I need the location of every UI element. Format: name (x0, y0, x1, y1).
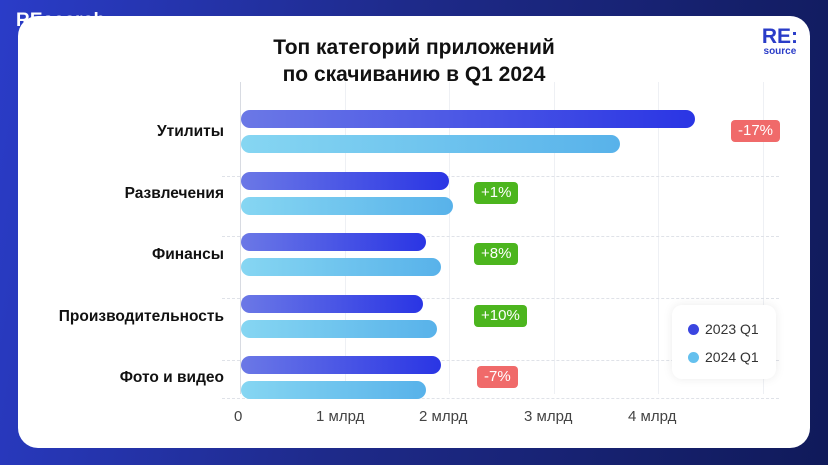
grid-line (762, 82, 764, 394)
legend-label-2023: 2023 Q1 (705, 321, 759, 337)
grid-line-dashed (222, 236, 779, 237)
change-badge: -7% (477, 366, 518, 388)
legend-item-2024: 2024 Q1 (688, 349, 759, 365)
legend-label-2024: 2024 Q1 (705, 349, 759, 365)
chart-title-line1: Топ категорий приложений (273, 36, 555, 59)
bar-2023 (241, 356, 441, 374)
grid-line-dashed (222, 398, 779, 399)
change-badge: +8% (474, 243, 519, 265)
category-label: Развлечения (124, 184, 224, 202)
logo-main: RE: (761, 25, 798, 48)
plot-area (222, 82, 779, 399)
bar-2023 (241, 110, 695, 128)
grid-line (553, 82, 555, 394)
bar-2023 (241, 171, 449, 190)
y-axis-line (240, 82, 241, 394)
legend-dot-2023-icon (688, 323, 699, 335)
change-badge: +10% (474, 304, 527, 327)
bar-2024 (241, 319, 438, 338)
resource-logo: RE: source (762, 26, 798, 57)
logo-sub: source (763, 46, 797, 57)
grid-line-dashed (222, 360, 779, 361)
chart-title-line2: по скачиванию в Q1 2024 (282, 63, 546, 86)
bar-2023 (241, 233, 426, 251)
category-label: Финансы (152, 246, 224, 263)
x-tick-label: 2 млрд (419, 408, 468, 425)
category-label: Фото и видео (119, 369, 224, 386)
category-label: Производительность (58, 307, 224, 325)
x-tick-label: 0 (234, 408, 243, 425)
bar-2024 (241, 258, 441, 276)
grid-line (658, 82, 659, 394)
x-tick-label: 1 млрд (316, 408, 365, 425)
legend: 2023 Q1 2024 Q1 (672, 305, 776, 379)
category-label: Утилиты (157, 123, 224, 140)
x-tick-label: 4 млрд (628, 408, 677, 425)
change-badge: -17% (731, 120, 781, 142)
change-badge: +1% (474, 181, 519, 204)
chart-title: Топ категорий приложений по скачиванию в… (18, 34, 810, 88)
bar-2024 (241, 381, 426, 399)
x-tick-label: 3 млрд (524, 408, 573, 425)
bar-2023 (241, 294, 423, 313)
grid-line-dashed (222, 176, 779, 177)
bar-2024 (241, 196, 454, 215)
grid-line (449, 82, 450, 394)
grid-line-dashed (222, 298, 779, 299)
legend-item-2023: 2023 Q1 (688, 321, 759, 337)
legend-dot-2024-icon (688, 351, 699, 363)
bar-2024 (241, 135, 621, 153)
